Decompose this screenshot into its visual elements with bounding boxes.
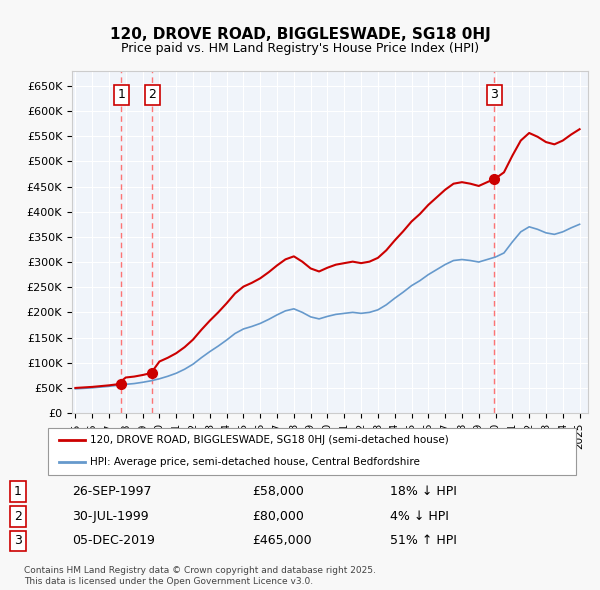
Text: £80,000: £80,000 xyxy=(252,510,304,523)
Text: 18% ↓ HPI: 18% ↓ HPI xyxy=(390,485,457,498)
Text: 3: 3 xyxy=(14,535,22,548)
Text: 26-SEP-1997: 26-SEP-1997 xyxy=(72,485,151,498)
Text: 51% ↑ HPI: 51% ↑ HPI xyxy=(390,535,457,548)
Text: 1: 1 xyxy=(14,485,22,498)
Text: 2: 2 xyxy=(14,510,22,523)
Text: Contains HM Land Registry data © Crown copyright and database right 2025.
This d: Contains HM Land Registry data © Crown c… xyxy=(24,566,376,586)
Text: 05-DEC-2019: 05-DEC-2019 xyxy=(72,535,155,548)
Text: 120, DROVE ROAD, BIGGLESWADE, SG18 0HJ (semi-detached house): 120, DROVE ROAD, BIGGLESWADE, SG18 0HJ (… xyxy=(90,435,449,444)
Text: £58,000: £58,000 xyxy=(252,485,304,498)
Text: 120, DROVE ROAD, BIGGLESWADE, SG18 0HJ: 120, DROVE ROAD, BIGGLESWADE, SG18 0HJ xyxy=(110,27,490,41)
Text: 30-JUL-1999: 30-JUL-1999 xyxy=(72,510,149,523)
Text: HPI: Average price, semi-detached house, Central Bedfordshire: HPI: Average price, semi-detached house,… xyxy=(90,457,420,467)
Text: 3: 3 xyxy=(490,88,498,101)
Text: 1: 1 xyxy=(118,88,125,101)
Text: 2: 2 xyxy=(148,88,156,101)
Text: £465,000: £465,000 xyxy=(252,535,311,548)
Text: Price paid vs. HM Land Registry's House Price Index (HPI): Price paid vs. HM Land Registry's House … xyxy=(121,42,479,55)
Text: 4% ↓ HPI: 4% ↓ HPI xyxy=(390,510,449,523)
FancyBboxPatch shape xyxy=(48,428,576,475)
